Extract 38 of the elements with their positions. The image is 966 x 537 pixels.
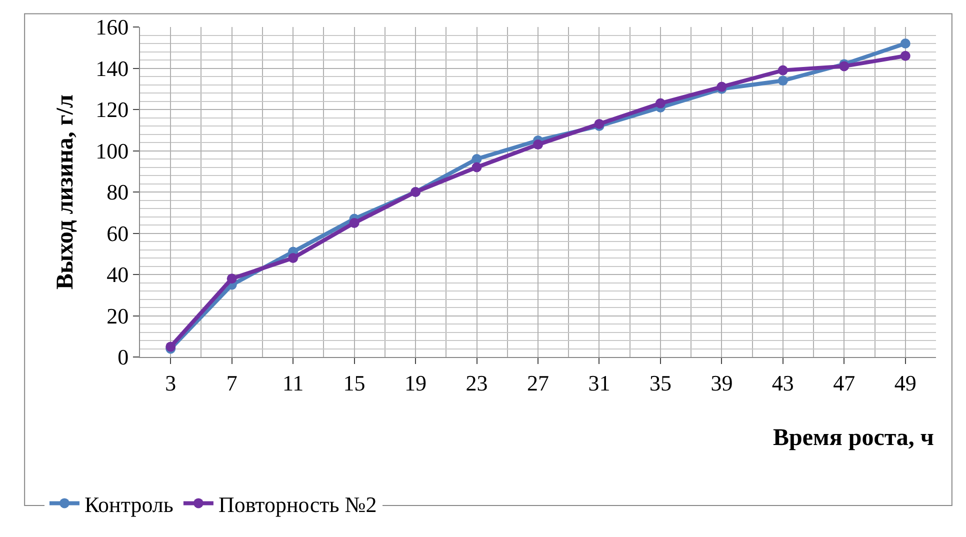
point bbox=[533, 140, 543, 150]
x-tick-label: 43 bbox=[772, 370, 794, 396]
y-tick-label: 160 bbox=[96, 14, 129, 40]
point bbox=[349, 218, 360, 228]
x-tick-label: 39 bbox=[710, 370, 733, 396]
point bbox=[900, 38, 910, 48]
y-tick-label: 0 bbox=[118, 344, 129, 370]
point bbox=[226, 274, 237, 284]
y-tick-label: 140 bbox=[96, 56, 129, 81]
y-axis-title: Выход лизина, г/л bbox=[52, 94, 79, 290]
x-tick-label: 23 bbox=[466, 370, 488, 396]
x-tick-label: 19 bbox=[404, 370, 427, 396]
x-axis-title: Время роста, ч bbox=[773, 425, 934, 451]
y-tick-label: 100 bbox=[96, 138, 129, 164]
x-tick-label: 49 bbox=[894, 370, 916, 396]
x-tick-label: 7 bbox=[226, 370, 238, 396]
point bbox=[655, 98, 666, 108]
y-tick-label: 80 bbox=[106, 180, 129, 205]
y-tick-label: 120 bbox=[96, 97, 129, 122]
y-tick-label: 20 bbox=[106, 303, 129, 328]
x-tick-label: 47 bbox=[833, 370, 856, 396]
y-tick-label: 40 bbox=[106, 262, 129, 288]
y-tick-label: 60 bbox=[106, 220, 129, 246]
point bbox=[472, 162, 482, 172]
x-tick-label: 27 bbox=[527, 370, 549, 396]
point bbox=[288, 253, 298, 263]
point bbox=[472, 154, 482, 164]
point bbox=[900, 50, 910, 61]
legend-label: Контроль bbox=[84, 492, 174, 517]
x-tick-label: 11 bbox=[282, 370, 304, 396]
x-tick-label: 3 bbox=[165, 370, 176, 396]
x-tick-label: 35 bbox=[649, 370, 672, 396]
legend-label: Повторность №2 bbox=[218, 492, 377, 517]
point bbox=[594, 118, 604, 129]
point bbox=[778, 65, 788, 76]
x-tick-label: 15 bbox=[343, 370, 366, 396]
x-tick-label: 31 bbox=[588, 370, 610, 396]
point bbox=[778, 76, 788, 86]
